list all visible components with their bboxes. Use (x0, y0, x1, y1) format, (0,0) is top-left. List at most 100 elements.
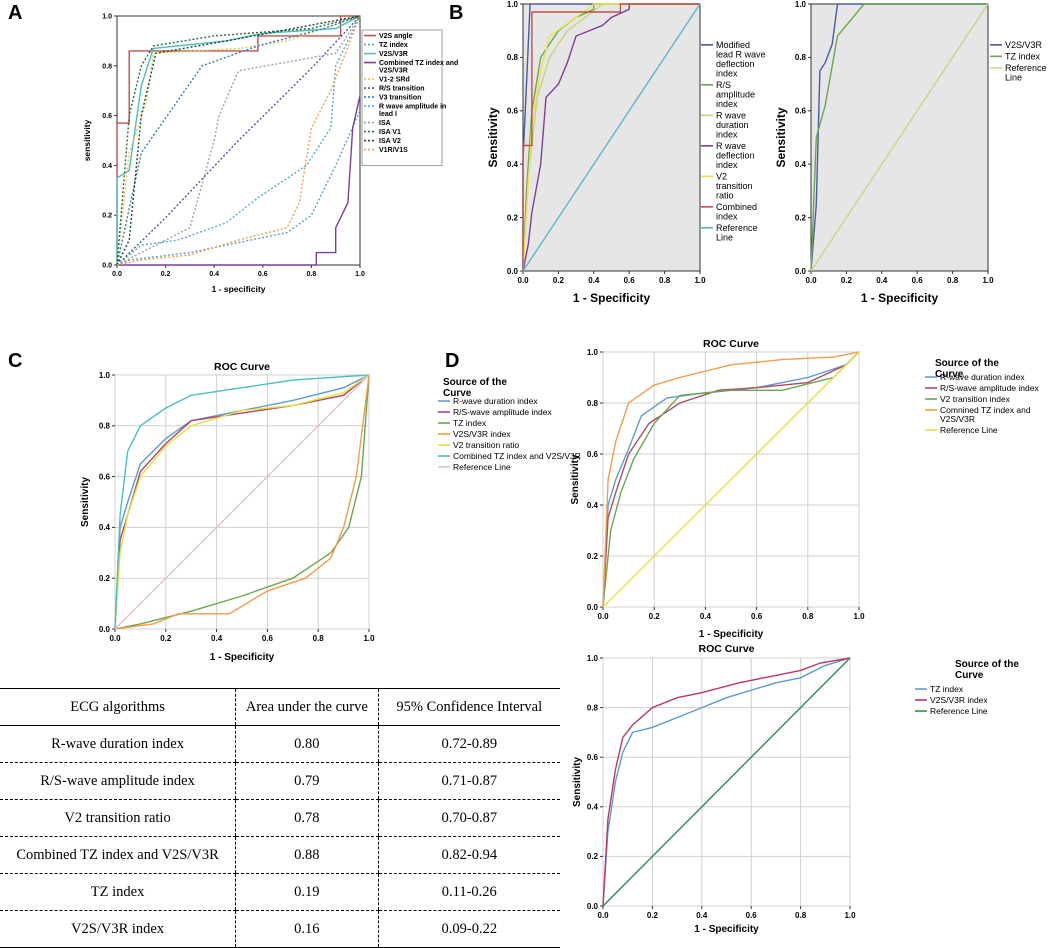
x-tick-label: 0.0 (517, 276, 529, 285)
legend-label: V2S angle (379, 33, 413, 40)
y-axis-label-d1: Sensitivity (570, 454, 581, 504)
series-line (602, 351, 860, 608)
auc-cell-area: 0.78 (235, 799, 379, 837)
legend-label: Comnined TZ index and (940, 405, 1031, 415)
y-tick-label: 0.0 (795, 267, 807, 276)
legend-label: Reference (1005, 63, 1047, 73)
y-tick-label: 0.2 (99, 574, 111, 583)
y-tick-label: 0.8 (507, 53, 519, 62)
x-axis-label-d1: 1 - Specificity (699, 629, 764, 640)
y-tick-label: 0.0 (99, 625, 111, 634)
x-tick-label: 0.6 (624, 276, 636, 285)
series-line (114, 374, 370, 630)
series-line (114, 374, 370, 630)
series-line (116, 15, 361, 266)
x-tick-label: 0.2 (841, 276, 853, 285)
series-line (522, 3, 701, 272)
y-tick-label: 0.0 (587, 603, 599, 612)
series-line (810, 3, 988, 272)
legend-title: Source of the (955, 659, 1019, 670)
x-tick-label: 0.8 (313, 634, 325, 643)
x-tick-label: 0.2 (553, 276, 565, 285)
series-line (116, 15, 361, 266)
legend-label: amplitude (716, 90, 755, 100)
auc-header-area: Area under the curve (235, 688, 379, 726)
x-tick-label: 0.2 (647, 911, 659, 920)
legend-label: R-wave duration index (453, 396, 538, 406)
series-line (116, 15, 361, 266)
legend-label: TZ index (379, 42, 408, 49)
legend-title: Curve (935, 369, 964, 380)
table-row: Combined TZ index and V2S/V3R 0.88 0.82-0.… (0, 836, 560, 874)
legend-label: index (716, 212, 738, 222)
legend-label: Modified (716, 40, 750, 50)
x-tick-label: 0.0 (597, 612, 609, 621)
y-tick-label: 0.8 (102, 63, 112, 70)
y-tick-label: 0.4 (587, 501, 599, 510)
x-axis-label-b1: 1 - Specificity (573, 291, 651, 305)
legend-label: deflection (716, 59, 755, 69)
x-tick-label: 0.2 (649, 612, 661, 621)
legend-label: index (716, 99, 738, 109)
legend-label: TZ index (1005, 52, 1041, 62)
x-tick-label: 0.4 (211, 634, 223, 643)
series-line (810, 3, 988, 272)
auc-cell-area: 0.16 (235, 910, 379, 948)
legend-label: Combined TZ index and V2S/V3R (453, 451, 581, 461)
series-line (810, 3, 989, 272)
legend-title: Source of the (443, 377, 507, 388)
auc-cell-algorithm: R/S-wave amplitude index (0, 762, 236, 800)
x-tick-label: 0.2 (160, 634, 172, 643)
y-tick-label: 0.4 (99, 523, 111, 532)
x-tick-label: 0.0 (109, 634, 121, 643)
legend-label: R wave amplitude in (379, 104, 446, 111)
series-line (114, 374, 370, 630)
legend-label: duration (716, 120, 749, 130)
y-axis-label-b1: Sensitivity (486, 107, 500, 167)
legend-label: index (716, 130, 738, 140)
auc-cell-algorithm: V2 transition ratio (0, 799, 236, 837)
series-line (116, 110, 361, 266)
legend-label: R/S-wave amplitude index (940, 383, 1039, 393)
y-tick-label: 0.0 (102, 262, 112, 269)
x-tick-label: 0.4 (209, 271, 219, 278)
legend-label: V2S/V3R index (930, 695, 988, 705)
x-tick-label: 0.6 (751, 612, 763, 621)
y-tick-label: 1.0 (99, 371, 111, 380)
series-line (116, 15, 361, 266)
auc-cell-area: 0.88 (235, 836, 379, 874)
legend-label: transition (716, 181, 753, 191)
legend-label: ISA V1 (379, 129, 401, 136)
y-tick-label: 0.6 (507, 107, 519, 116)
auc-cell-area: 0.80 (235, 725, 379, 763)
legend-label: ISA (379, 120, 391, 127)
legend-label: V3 transition (379, 95, 421, 102)
y-axis-label-b2: Sensitivity (774, 107, 788, 167)
chart-title-d2: ROC Curve (698, 643, 754, 655)
auc-header-algorithm: ECG algorithms (0, 688, 236, 726)
auc-cell-area: 0.19 (235, 873, 379, 911)
legend-label: V2S/V3R (379, 68, 408, 75)
legend-label: lead R wave (716, 50, 766, 60)
series-line (602, 657, 851, 907)
y-axis-label-a: sensitivity (82, 119, 92, 161)
auc-cell-ci: 0.71-0.87 (377, 762, 560, 800)
legend-label: Reference Line (940, 425, 998, 435)
x-tick-label: 0.6 (912, 276, 924, 285)
x-tick-label: 0.8 (947, 276, 959, 285)
series-line (116, 15, 361, 266)
y-tick-label: 0.4 (587, 803, 599, 812)
y-axis-label-d2: Sensitivity (572, 757, 583, 807)
legend-label: R/S-wave amplitude index (453, 407, 552, 417)
x-tick-label: 0.4 (700, 612, 712, 621)
series-line (602, 351, 860, 608)
legend-label: index (716, 69, 738, 79)
series-line (117, 95, 361, 266)
legend-label: V2S/V3R index (453, 429, 511, 439)
y-tick-label: 0.4 (102, 163, 112, 170)
x-tick-label: 0.0 (805, 276, 817, 285)
panel-letter-d: D (445, 350, 460, 372)
auc-cell-algorithm: R-wave duration index (0, 725, 236, 763)
y-tick-label: 0.8 (587, 399, 599, 408)
